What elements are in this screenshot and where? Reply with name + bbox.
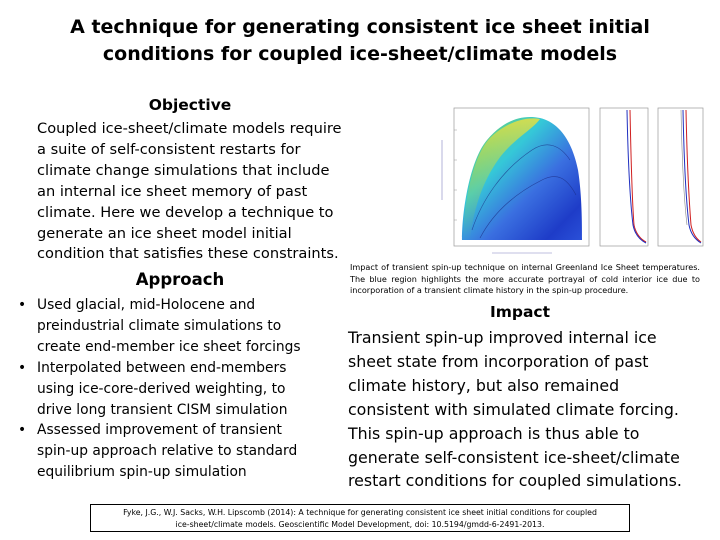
title-line-2: conditions for coupled ice-sheet/climate… — [102, 43, 618, 65]
approach-bullet: Assessed improvement of transient spin-u… — [18, 420, 318, 483]
objective-line: condition that satisfies these constrain… — [37, 245, 339, 263]
objective-line: generate an ice sheet model initial — [37, 224, 292, 242]
main-panel-frame — [453, 107, 590, 247]
approach-heading: Approach — [135, 270, 225, 289]
profile-line-red — [629, 109, 647, 243]
objective-line: an internal ice sheet memory of past — [37, 182, 308, 200]
bullet-line: drive long transient CISM simulation — [37, 401, 288, 418]
bullet-line: create end-member ice sheet forcings — [37, 338, 301, 355]
bullet-line: Used glacial, mid-Holocene and — [37, 297, 256, 313]
impact-line: restart conditions for coupled simulatio… — [348, 471, 682, 491]
profile-panel-frame — [599, 107, 649, 247]
bullet-line: preindustrial climate simulations to — [37, 317, 282, 334]
profile-line-blue — [682, 109, 702, 244]
impact-line: This spin-up approach is thus able to — [348, 423, 640, 443]
approach-list: Used glacial, mid-Holocene and preindust… — [18, 295, 318, 483]
citation-line-2: ice-sheet/climate models. Geoscientific … — [175, 519, 545, 529]
impact-text: Transient spin-up improved internal ice … — [348, 326, 698, 493]
slide-title: A technique for generating consistent ic… — [40, 14, 680, 68]
objective-line: climate change simulations that include — [37, 161, 330, 179]
impact-heading: Impact — [489, 303, 551, 321]
figure-caption: Impact of transient spin-up technique on… — [350, 262, 700, 296]
bullet-line: equilibrium spin-up simulation — [37, 464, 247, 481]
profile-line-gray — [680, 109, 688, 226]
impact-line: generate self-consistent ice-sheet/clima… — [348, 447, 680, 467]
impact-line: sheet state from incorporation of past — [348, 351, 649, 371]
objective-line: climate. Here we develop a technique to — [37, 203, 334, 221]
citation-line-1: Fyke, J.G., W.J. Sacks, W.H. Lipscomb (2… — [123, 508, 597, 517]
contour-line — [479, 176, 577, 239]
profile-line-red — [685, 109, 702, 243]
objective-line: Coupled ice-sheet/climate models require — [37, 120, 342, 137]
warm-surface-band — [464, 118, 540, 240]
profile-panel-frame — [657, 107, 704, 247]
bullet-line: spin-up approach relative to standard — [37, 443, 298, 460]
bullet-line: using ice-core-derived weighting, to — [37, 380, 286, 397]
objective-heading: Objective — [148, 96, 232, 114]
objective-text: Coupled ice-sheet/climate models require… — [37, 119, 355, 265]
approach-bullet: Used glacial, mid-Holocene and preindust… — [18, 295, 318, 358]
contour-line — [471, 144, 571, 231]
temperature-figure-image — [441, 107, 704, 254]
title-line-1: A technique for generating consistent ic… — [70, 16, 650, 38]
citation-box: Fyke, J.G., W.J. Sacks, W.H. Lipscomb (2… — [90, 504, 630, 532]
impact-line: climate history, but also remained — [348, 375, 620, 395]
bullet-line: Interpolated between end-members — [37, 359, 287, 376]
approach-bullet: Interpolated between end-members using i… — [18, 358, 318, 421]
impact-line: consistent with simulated climate forcin… — [348, 399, 679, 419]
bullet-line: Assessed improvement of transient — [37, 422, 282, 439]
profile-line-blue — [626, 109, 647, 244]
temperature-figure — [432, 100, 707, 260]
impact-line: Transient spin-up improved internal ice — [348, 328, 657, 347]
objective-line: a suite of self-consistent restarts for — [37, 140, 301, 158]
